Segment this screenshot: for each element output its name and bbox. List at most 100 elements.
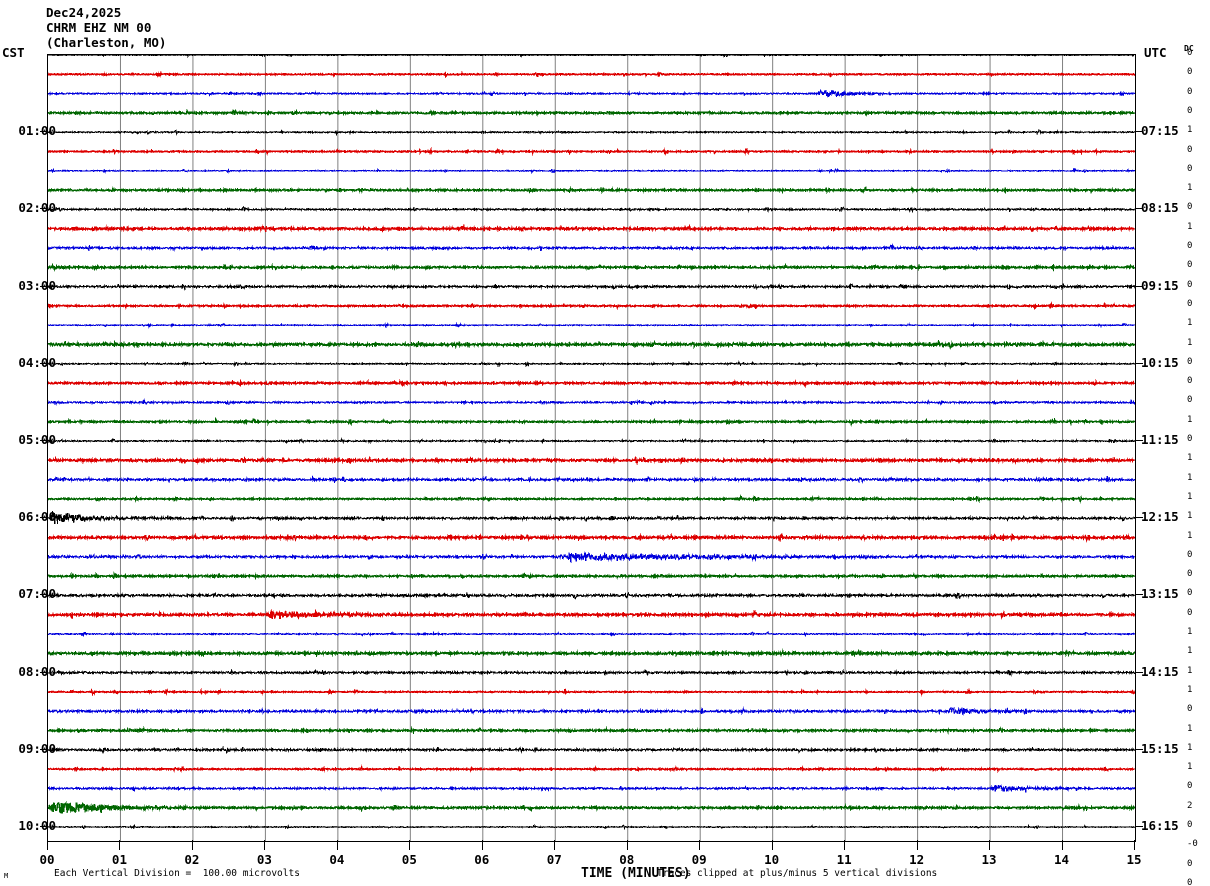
dc-value: 0 [1187, 241, 1193, 251]
left-tick-mark [40, 286, 48, 287]
right-time-label: 08:15 [1141, 200, 1179, 216]
right-tick-mark [1135, 363, 1143, 364]
dc-value: 1 [1187, 125, 1193, 136]
dc-value: 1 [1187, 472, 1193, 483]
dc-value: 1 [1187, 453, 1193, 464]
x-major-tick [337, 840, 338, 850]
x-major-tick [989, 840, 990, 850]
left-time-label: 04:00 [18, 354, 56, 370]
dc-value: 0 [1187, 395, 1193, 406]
x-tick-label: 01 [111, 852, 127, 867]
left-time-label: 02:00 [18, 200, 56, 216]
dc-value: 1 [1187, 511, 1193, 522]
dc-column-label: DC [1184, 44, 1194, 53]
right-tick-mark [1135, 517, 1143, 518]
dc-value: 0 [1187, 588, 1193, 599]
right-time-label: 07:15 [1141, 123, 1179, 139]
left-tick-mark [40, 208, 48, 209]
x-major-tick [47, 840, 48, 850]
dc-value: 0 [1187, 434, 1193, 444]
dc-value: 1 [1187, 337, 1193, 348]
x-tick-label: 11 [836, 852, 852, 867]
left-tick-mark [40, 131, 48, 132]
x-tick-label: 07 [546, 852, 562, 867]
seismogram-plot [47, 54, 1136, 842]
right-tick-mark [1135, 672, 1143, 673]
right-tick-mark [1135, 131, 1143, 132]
x-major-tick [699, 840, 700, 850]
scale-note: Each Vertical Division = 100.00 microvol… [54, 868, 300, 879]
dc-value: 0 [1187, 67, 1193, 78]
left-tick-mark [40, 363, 48, 364]
x-tick-label: 15 [1126, 852, 1142, 867]
dc-value: 1 [1187, 530, 1193, 541]
left-tick-mark [40, 826, 48, 827]
right-tick-mark [1135, 286, 1143, 287]
dc-value: 0 [1187, 569, 1193, 580]
x-major-tick [1062, 840, 1063, 850]
x-major-tick [192, 840, 193, 850]
left-time-label: 01:00 [18, 123, 56, 139]
dc-value: 0 [1187, 607, 1193, 618]
left-time-label: 05:00 [18, 432, 56, 447]
header-channel: CHRM EHZ NM 00 [46, 20, 152, 35]
dc-value: 1 [1187, 665, 1193, 676]
left-tick-mark [40, 749, 48, 750]
left-timezone-label: CST [2, 45, 25, 60]
x-tick-label: 02 [184, 852, 200, 867]
dc-value: 0 [1187, 163, 1193, 174]
left-tick-mark [40, 517, 48, 518]
dc-value: 2 [1187, 800, 1193, 811]
right-time-label: 10:15 [1141, 354, 1179, 370]
dc-value: 1 [1187, 723, 1193, 734]
right-time-label: 13:15 [1141, 586, 1179, 602]
right-tick-mark [1135, 594, 1143, 595]
right-tick-mark [1135, 440, 1143, 441]
dc-value: 0 [1187, 86, 1193, 97]
x-tick-label: 05 [401, 852, 417, 867]
dc-value: 1 [1187, 414, 1193, 425]
right-tick-mark [1135, 826, 1143, 827]
dc-value: -0 [1187, 839, 1198, 850]
x-major-tick [482, 840, 483, 850]
right-tick-mark [1135, 749, 1143, 750]
x-major-tick [554, 840, 555, 850]
left-tick-mark [40, 594, 48, 595]
x-tick-label: 10 [764, 852, 780, 867]
x-major-tick [264, 840, 265, 850]
dc-value: 1 [1187, 627, 1193, 637]
dc-value: 0 [1187, 298, 1193, 309]
x-major-tick [917, 840, 918, 850]
left-time-label: 10:00 [18, 818, 56, 833]
right-time-label: 12:15 [1141, 509, 1179, 525]
corner-mark: M [4, 872, 9, 880]
dc-value: 0 [1187, 144, 1193, 155]
dc-value: 1 [1187, 491, 1193, 502]
x-major-tick [409, 840, 410, 850]
dc-value: 0 [1187, 356, 1193, 367]
x-major-tick [1134, 840, 1135, 850]
right-time-label: 14:15 [1141, 663, 1179, 679]
dc-value: 0 [1187, 820, 1193, 830]
x-tick-label: 00 [39, 852, 55, 867]
left-time-label: 03:00 [18, 277, 56, 293]
header-date: Dec24,2025 [46, 5, 122, 20]
dc-value: 0 [1187, 279, 1193, 290]
clip-note: Traces clipped at plus/minus 5 vertical … [657, 868, 938, 879]
x-tick-label: 13 [981, 852, 997, 867]
x-major-tick [844, 840, 845, 850]
dc-value: 1 [1187, 318, 1193, 329]
left-tick-mark [40, 672, 48, 673]
right-tick-mark [1135, 208, 1143, 209]
right-time-label: 16:15 [1141, 818, 1179, 833]
x-tick-label: 04 [329, 852, 345, 867]
right-time-label: 11:15 [1141, 432, 1179, 447]
dc-value: 1 [1187, 762, 1193, 773]
dc-value: 0 [1187, 704, 1193, 715]
x-major-tick [119, 840, 120, 850]
x-major-tick [627, 840, 628, 850]
dc-value: 0 [1187, 781, 1193, 792]
seismogram-traces [48, 55, 1135, 841]
right-timezone-label: UTC [1144, 45, 1167, 60]
dc-value: 0 [1187, 48, 1193, 58]
